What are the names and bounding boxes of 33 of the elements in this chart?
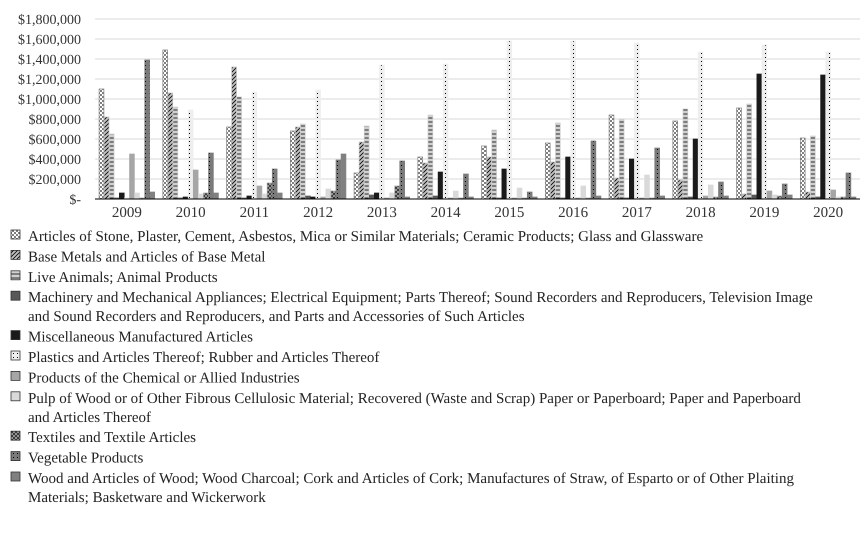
legend-label: Products of the Chemical or Allied Industries <box>28 370 300 386</box>
y-tick-label: $800,000 <box>28 112 81 128</box>
x-tick-label: 2011 <box>240 205 270 221</box>
legend-label: Articles of Stone, Plaster, Cement, Asbestos, Mica or Similar Materials; Ceramic Products; Glass and Glassware <box>28 229 704 245</box>
y-tick-label: $1,400,000 <box>18 52 81 68</box>
legend-label: Vegetable Products <box>28 450 144 467</box>
legend-label: Plastics and Articles Thereof; Rubber and Articles Thereof <box>28 350 380 366</box>
legend-label: Machinery and Mechanical Appliances; Electrical Equipment; Parts Thereof; Sound Recorders and Reproducers, Television Image and Sound Recorders and Reproducers, and Parts and Accessories of Such Articles <box>28 290 814 326</box>
x-tick-label: 2010 <box>176 205 206 221</box>
y-tick-label: $1,000,000 <box>18 92 81 108</box>
legend-label: Live Animals; Animal Products <box>28 270 218 286</box>
legend-label: Textiles and Textile Articles <box>28 430 196 446</box>
x-tick-label: 2014 <box>430 205 462 221</box>
legend-label: Wood and Articles of Wood; Wood Charcoal; Cork and Articles of Cork; Manufactures of Straw, of Esparto or of Other Plaiting Materials; Basketware and Wickerwork <box>28 471 794 506</box>
x-tick-label: 2020 <box>813 205 844 221</box>
legend-label: Miscellaneous Manufactured Articles <box>28 330 254 346</box>
x-tick-label: 2017 <box>622 205 652 221</box>
x-tick-label: 2019 <box>749 205 780 221</box>
x-tick-label: 2013 <box>366 205 397 221</box>
y-tick-label: $1,200,000 <box>18 72 81 88</box>
x-tick-label: 2018 <box>686 205 716 221</box>
x-tick-label: 2015 <box>494 205 524 221</box>
x-tick-label: 2016 <box>558 205 589 221</box>
x-tick-label: 2012 <box>303 205 334 221</box>
x-tick-label: 2009 <box>112 205 142 221</box>
y-tick-label: $- <box>69 192 82 208</box>
y-tick-label: $400,000 <box>28 152 81 168</box>
y-tick-label: $200,000 <box>28 172 81 188</box>
y-tick-label: $600,000 <box>28 132 81 148</box>
legend-label: Pulp of Wood or of Other Fibrous Cellulosic Material; Recovered (Waste and Scrap) Paper or Paperboard; Paper and Paperboard and Articles Thereof <box>28 390 802 426</box>
y-tick-label: $1,800,000 <box>18 12 81 28</box>
y-tick-label: $1,600,000 <box>18 32 81 48</box>
legend-label: Base Metals and Articles of Base Metal <box>28 249 266 266</box>
